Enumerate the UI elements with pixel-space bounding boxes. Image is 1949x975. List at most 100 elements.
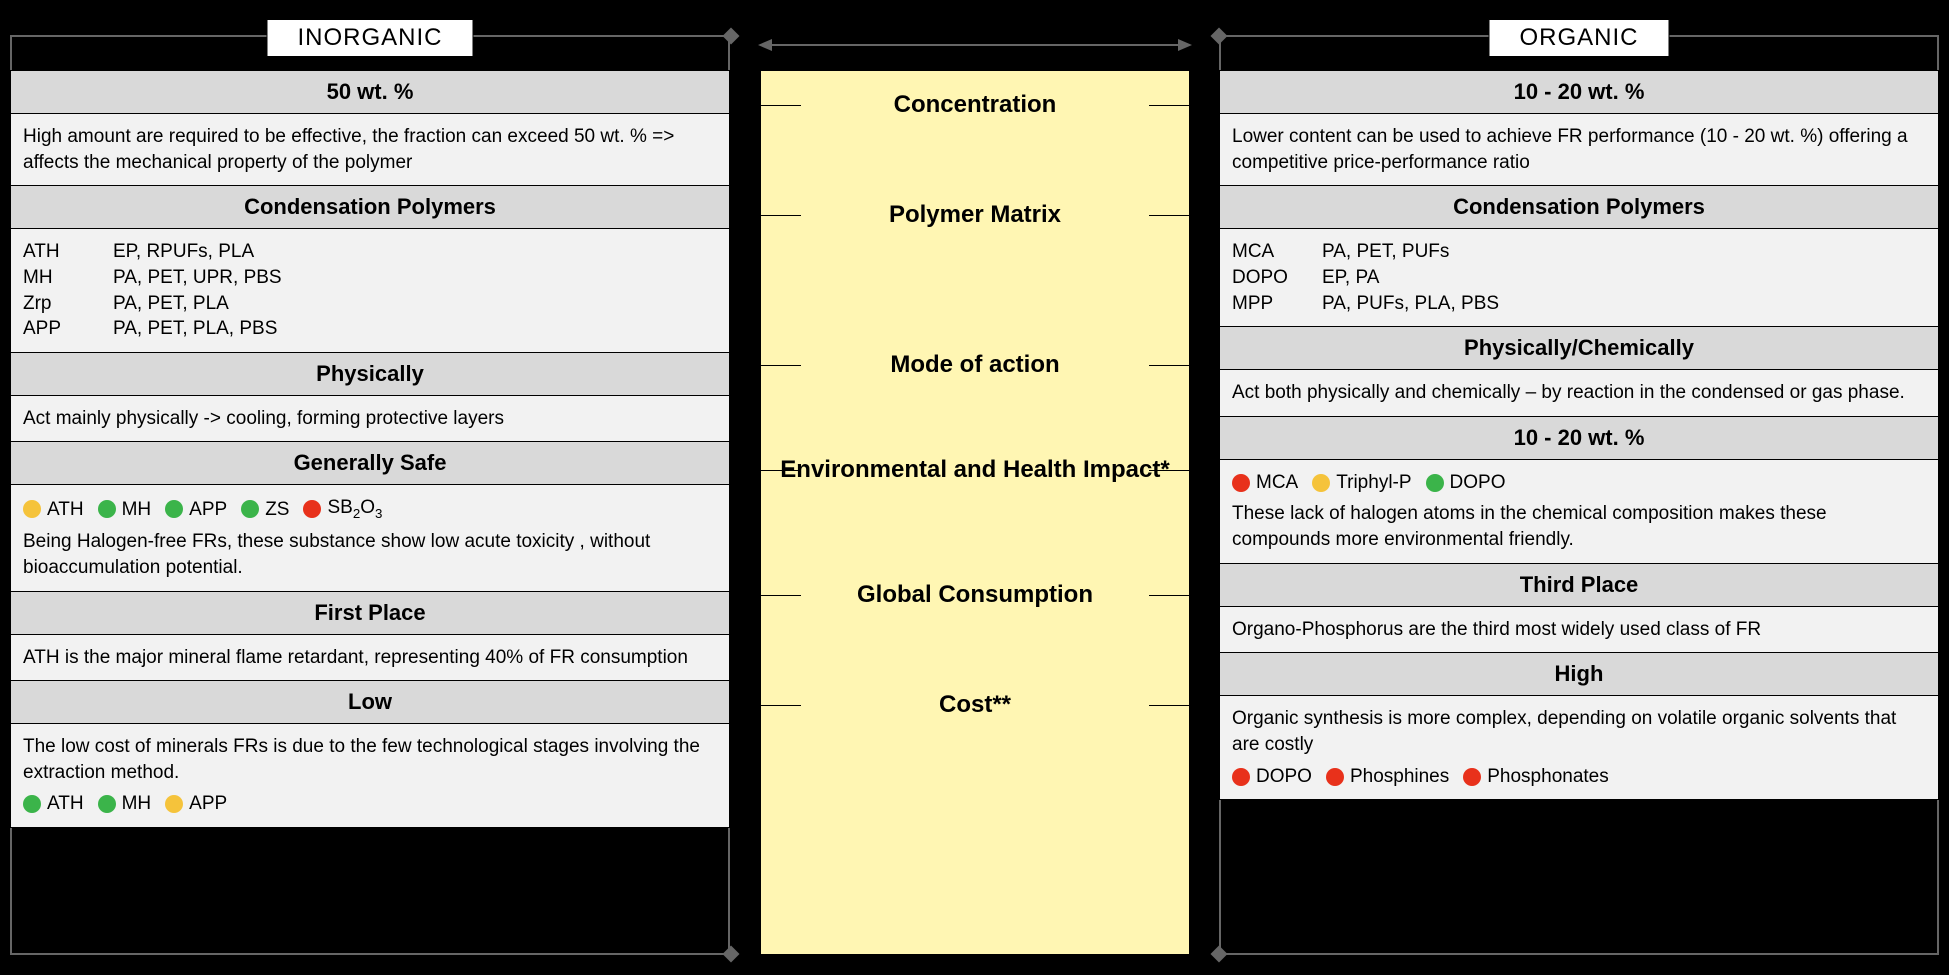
matrix-key: Zrp [23,291,113,317]
inorganic-cost-body: The low cost of minerals FRs is due to t… [11,724,729,827]
inorganic-cost-head: Low [11,680,729,724]
matrix-row: Zrp PA, PET, PLA [23,291,717,317]
matrix-val: PA, PET, PLA [113,291,717,317]
matrix-val: PA, PUFs, PLA, PBS [1322,291,1926,317]
organic-mode-head: Physically/Chemically [1220,326,1938,370]
organic-panel: 10 - 20 wt. % Lower content can be used … [1219,70,1939,800]
tag-app: APP [165,791,227,817]
tag-label: Triphyl-P [1336,470,1411,496]
tag-zs: ZS [241,497,289,523]
dot [1426,474,1444,492]
tag-mh: MH [98,791,152,817]
matrix-row: DOPO EP, PA [1232,265,1926,291]
center-cost-: Cost** [761,691,1189,719]
tag-label: DOPO [1450,470,1506,496]
tag-mh: MH [98,497,152,523]
tag-label: Phosphonates [1487,764,1609,790]
tag-label: MH [122,791,152,817]
center-environmental-and-health-impact-: Environmental and Health Impact* [761,456,1189,484]
inorganic-env-tags: ATH MH APP ZS SB2O3 [23,495,717,523]
tag-label: ZS [265,497,289,523]
dot [23,500,41,518]
tag-label: Phosphines [1350,764,1449,790]
tag-label: APP [189,497,227,523]
center-polymer-matrix: Polymer Matrix [761,201,1189,229]
dot [241,500,259,518]
organic-concentration-head: 10 - 20 wt. % [1220,70,1938,114]
matrix-row: APP PA, PET, PLA, PBS [23,316,717,342]
organic-env-body: MCA Triphyl-P DOPO These lack of halogen… [1220,460,1938,563]
matrix-key: DOPO [1232,265,1322,291]
matrix-val: PA, PET, PLA, PBS [113,316,717,342]
organic-mode-body: Act both physically and chemically – by … [1220,370,1938,416]
center-global-consumption: Global Consumption [761,581,1189,609]
center-categories: Concentration Polymer Matrix Mode of actio… [760,70,1190,955]
inorganic-matrix-head: Condensation Polymers [11,185,729,229]
organic-matrix-head: Condensation Polymers [1220,185,1938,229]
inorganic-mode-body: Act mainly physically -> cooling, formin… [11,396,729,442]
inorganic-env-body: ATH MH APP ZS SB2O3 Being Halogen-free [11,485,729,590]
organic-cost-head: High [1220,652,1938,696]
tag-label: MH [122,497,152,523]
organic-title: ORGANIC [1488,19,1669,57]
matrix-key: APP [23,316,113,342]
inorganic-cons-head: First Place [11,591,729,635]
tag-ath: ATH [23,791,84,817]
tag-: SB2O3 [303,495,382,523]
tag-label: DOPO [1256,764,1312,790]
tag-dopo: DOPO [1232,764,1312,790]
inorganic-title: INORGANIC [266,19,473,57]
inorganic-concentration-body: High amount are required to be effective… [11,114,729,185]
tag-label: SB2O3 [327,495,382,523]
matrix-val: EP, PA [1322,265,1926,291]
tag-dopo: DOPO [1426,470,1506,496]
tag-app: APP [165,497,227,523]
organic-concentration-body: Lower content can be used to achieve FR … [1220,114,1938,185]
organic-cost-tags: DOPO Phosphines Phosphonates [1232,764,1926,790]
dot [98,795,116,813]
inorganic-mode-head: Physically [11,352,729,396]
matrix-row: MH PA, PET, UPR, PBS [23,265,717,291]
tag-label: APP [189,791,227,817]
arrow-line [770,44,1180,46]
dot [1326,768,1344,786]
matrix-val: EP, RPUFs, PLA [113,239,717,265]
tag-mca: MCA [1232,470,1298,496]
center-concentration: Concentration [761,91,1189,119]
tag-phosphonates: Phosphonates [1463,764,1609,790]
inorganic-env-head: Generally Safe [11,441,729,485]
organic-cons-body: Organo-Phosphorus are the third most wid… [1220,607,1938,653]
inorganic-concentration-head: 50 wt. % [11,70,729,114]
dot [1312,474,1330,492]
arrow-head-right [1178,39,1192,51]
tag-label: ATH [47,497,84,523]
dot [1232,474,1250,492]
matrix-key: MPP [1232,291,1322,317]
dot [165,500,183,518]
organic-env-head: 10 - 20 wt. % [1220,416,1938,460]
dot [1463,768,1481,786]
dot [1232,768,1250,786]
matrix-val: PA, PET, UPR, PBS [113,265,717,291]
matrix-row: MCA PA, PET, PUFs [1232,239,1926,265]
matrix-key: ATH [23,239,113,265]
tag-label: ATH [47,791,84,817]
inorganic-cons-body: ATH is the major mineral flame retardant… [11,635,729,681]
dot [303,500,321,518]
matrix-row: ATH EP, RPUFs, PLA [23,239,717,265]
tag-phosphines: Phosphines [1326,764,1449,790]
dot [98,500,116,518]
center-mode-of-action: Mode of action [761,351,1189,379]
organic-env-tags: MCA Triphyl-P DOPO [1232,470,1926,496]
organic-cost-body: Organic synthesis is more complex, depen… [1220,696,1938,799]
inorganic-matrix-body: ATH EP, RPUFs, PLA MH PA, PET, UPR, PBS … [11,229,729,352]
inorganic-cost-tags: ATH MH APP [23,791,717,817]
arrow-head-left [758,39,772,51]
matrix-key: MH [23,265,113,291]
matrix-val: PA, PET, PUFs [1322,239,1926,265]
inorganic-panel: 50 wt. % High amount are required to be … [10,70,730,828]
tag-ath: ATH [23,497,84,523]
matrix-row: MPP PA, PUFs, PLA, PBS [1232,291,1926,317]
dot [23,795,41,813]
tag-triphyl-p: Triphyl-P [1312,470,1411,496]
